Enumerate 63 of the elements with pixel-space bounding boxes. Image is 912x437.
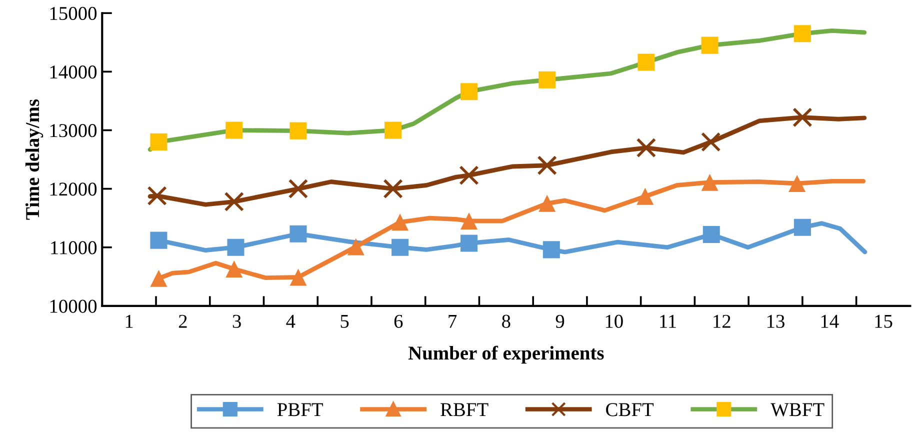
y-tick-label: 11000 — [51, 241, 97, 254]
point — [636, 188, 654, 205]
point — [538, 71, 556, 88]
point — [150, 270, 168, 287]
point — [150, 232, 168, 249]
point — [226, 122, 243, 139]
x-tick-label: 3 — [232, 314, 241, 328]
x-tick-label: 10 — [606, 314, 623, 328]
x-tick-label: 2 — [178, 314, 187, 328]
point — [460, 234, 478, 252]
legend-label: PBFT — [277, 403, 323, 416]
x-axis-title: Number of experiments — [408, 346, 604, 364]
x-tick-label: 1 — [126, 314, 133, 328]
point — [147, 186, 167, 206]
x-tick-label: 5 — [340, 314, 349, 328]
point — [392, 238, 409, 256]
legend-label: CBFT — [606, 403, 654, 416]
point — [701, 174, 718, 191]
point — [700, 132, 721, 152]
point — [383, 178, 403, 199]
x-tick-label: 11 — [660, 314, 676, 328]
point — [150, 133, 168, 150]
y-axis-title: Time delay/ms — [25, 99, 44, 220]
point — [290, 268, 307, 286]
point — [224, 192, 244, 212]
point — [636, 138, 656, 158]
point — [538, 194, 556, 212]
legend-label: RBFT — [440, 403, 488, 416]
point — [347, 238, 364, 256]
y-tick-label: 10000 — [50, 300, 97, 313]
point — [788, 175, 806, 192]
point — [702, 226, 720, 243]
point — [290, 225, 307, 242]
y-tick-label: 12000 — [50, 182, 97, 196]
x-tick-label: 9 — [556, 314, 564, 328]
x-tick-label: 8 — [502, 314, 510, 328]
point — [792, 107, 812, 128]
x-tick-label: 15 — [875, 314, 892, 328]
y-tick-label: 14000 — [50, 65, 97, 79]
y-tick-label: 15000 — [50, 6, 97, 20]
point — [227, 238, 244, 256]
point — [459, 165, 479, 186]
y-tick-label: 13000 — [50, 124, 97, 138]
legend-label: WBFT — [770, 403, 824, 416]
x-tick-label: 14 — [821, 314, 839, 328]
x-tick-label: 6 — [394, 314, 403, 328]
point — [638, 54, 655, 71]
point — [392, 214, 409, 231]
point — [288, 178, 308, 199]
point — [542, 241, 560, 258]
point — [537, 155, 557, 176]
point — [794, 25, 811, 42]
x-tick-label: 7 — [448, 314, 457, 328]
point — [701, 36, 718, 54]
point — [794, 218, 811, 236]
x-tick-label: 12 — [714, 314, 730, 328]
point — [460, 83, 478, 100]
point — [290, 122, 307, 140]
point — [384, 122, 402, 139]
x-tick-label: 4 — [286, 314, 296, 328]
x-tick-label: 13 — [767, 314, 784, 328]
point — [226, 260, 243, 278]
point — [460, 212, 478, 230]
